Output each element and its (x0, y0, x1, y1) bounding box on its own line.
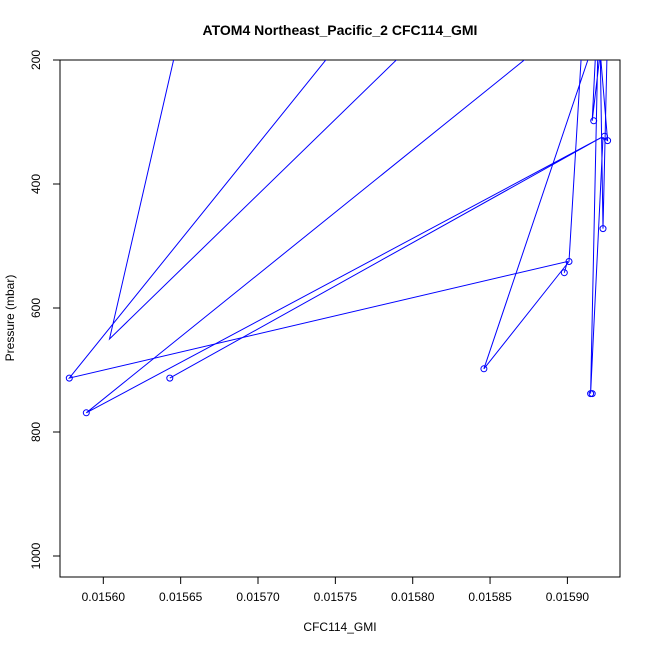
series-line (85, 60, 602, 414)
data-point (166, 374, 174, 382)
y-tick-label: 1000 (29, 542, 43, 569)
data-point (82, 409, 90, 417)
series-line (483, 60, 609, 394)
y-axis: 200 400 600 800 1000 (29, 50, 60, 569)
y-tick-label: 800 (29, 422, 43, 442)
series-line (599, 60, 608, 229)
series-line (67, 60, 569, 379)
data-point (590, 117, 598, 125)
x-axis: 0.01560 0.01565 0.01570 0.01575 0.01580 0.015… (82, 577, 590, 604)
y-tick-label: 600 (29, 298, 43, 318)
x-tick-label: 0.01580 (391, 590, 435, 604)
series-layer (67, 60, 609, 414)
x-tick-label: 0.01565 (159, 590, 203, 604)
data-point (65, 374, 73, 382)
data-point (599, 225, 607, 233)
series-line (108, 60, 398, 341)
data-point (565, 258, 573, 265)
data-point (480, 365, 488, 373)
data-point (604, 137, 612, 145)
y-axis-label: Pressure (mbar) (3, 275, 17, 362)
y-tick-label: 200 (29, 50, 43, 70)
x-tick-label: 0.01575 (314, 590, 358, 604)
x-tick-label: 0.01560 (82, 590, 126, 604)
data-point (560, 269, 568, 277)
chart-title: ATOM4 Northeast_Pacific_2 CFC114_GMI (203, 22, 478, 38)
marker-layer (65, 117, 612, 417)
plot-frame (59, 59, 621, 578)
data-point (588, 390, 596, 398)
y-tick-label: 400 (29, 174, 43, 194)
x-tick-label: 0.01590 (546, 590, 590, 604)
x-tick-label: 0.01570 (236, 590, 280, 604)
x-tick-label: 0.01585 (468, 590, 512, 604)
x-axis-label: CFC114_GMI (303, 620, 376, 634)
